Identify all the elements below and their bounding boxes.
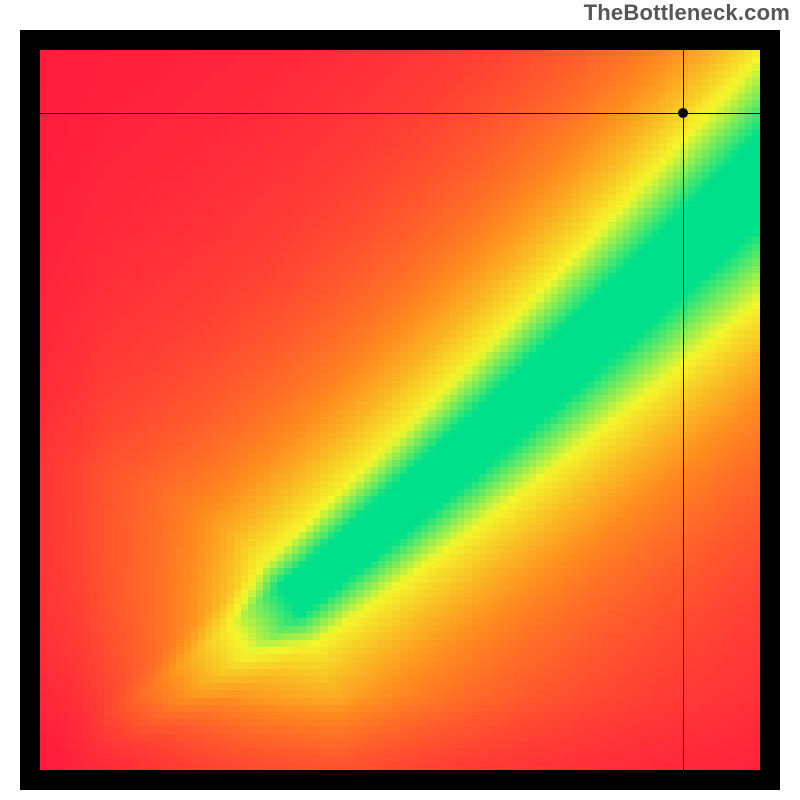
crosshair-horizontal-line [40, 113, 760, 114]
selected-point-marker [678, 108, 688, 118]
watermark-text: TheBottleneck.com [584, 0, 790, 26]
bottleneck-heatmap-canvas [40, 50, 760, 770]
plot-outer-frame [20, 30, 780, 790]
crosshair-vertical-line [683, 50, 684, 770]
plot-area [40, 50, 760, 770]
